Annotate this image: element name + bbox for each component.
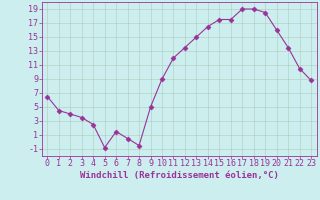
X-axis label: Windchill (Refroidissement éolien,°C): Windchill (Refroidissement éolien,°C) bbox=[80, 171, 279, 180]
